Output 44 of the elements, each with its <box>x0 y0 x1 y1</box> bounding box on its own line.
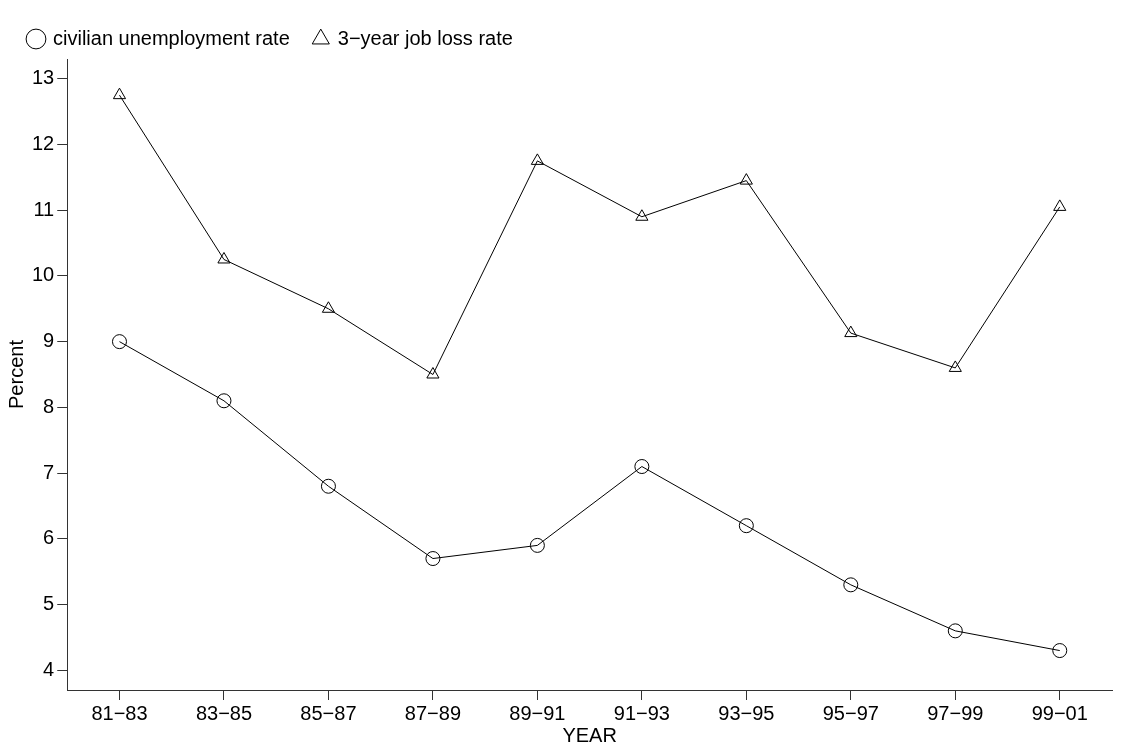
point <box>739 173 753 185</box>
point <box>425 551 441 567</box>
point <box>530 153 544 165</box>
x-axis-title: YEAR <box>562 723 617 746</box>
x-tick-label: 85−87 <box>300 701 357 724</box>
y-tick-label: 11 <box>33 197 55 220</box>
x-tick-label: 99−01 <box>1031 701 1088 724</box>
point <box>738 518 754 534</box>
y-tick-label: 12 <box>32 131 55 154</box>
legend-label: 3−year job loss rate <box>337 26 513 49</box>
x-tick-label: 83−85 <box>195 701 253 724</box>
x-tick-label: 89−91 <box>509 701 566 724</box>
y-tick-label: 9 <box>43 329 55 352</box>
y-axis-title: Percent <box>4 339 27 409</box>
y-tick-label: 7 <box>43 460 55 483</box>
point <box>1052 643 1068 659</box>
point <box>634 459 650 475</box>
point <box>1053 199 1067 211</box>
point <box>216 393 232 409</box>
y-tick-label: 8 <box>43 394 55 417</box>
point <box>112 87 127 100</box>
x-tick-label: 95−97 <box>822 701 879 724</box>
point <box>111 334 127 350</box>
y-tick-label: 10 <box>32 263 55 286</box>
point <box>947 623 963 639</box>
legend-label: civilian unemployment rate <box>53 26 290 49</box>
x-tick-label: 87−89 <box>404 701 461 724</box>
x-tick-label: 93−95 <box>718 701 775 724</box>
point <box>843 577 859 593</box>
x-tick-label: 91−93 <box>613 701 670 724</box>
point <box>844 325 858 338</box>
point <box>635 209 649 221</box>
x-tick-label: 97−99 <box>927 701 984 724</box>
x-tick-label: 81−83 <box>91 701 148 724</box>
point <box>217 251 231 264</box>
y-tick-label: 4 <box>43 657 55 680</box>
y-tick-label: 13 <box>32 66 55 89</box>
point <box>320 478 336 494</box>
point <box>948 360 962 372</box>
y-tick-label: 5 <box>43 592 55 615</box>
point <box>529 537 545 553</box>
point <box>426 367 440 379</box>
y-tick-label: 6 <box>43 526 55 549</box>
point <box>321 301 335 313</box>
